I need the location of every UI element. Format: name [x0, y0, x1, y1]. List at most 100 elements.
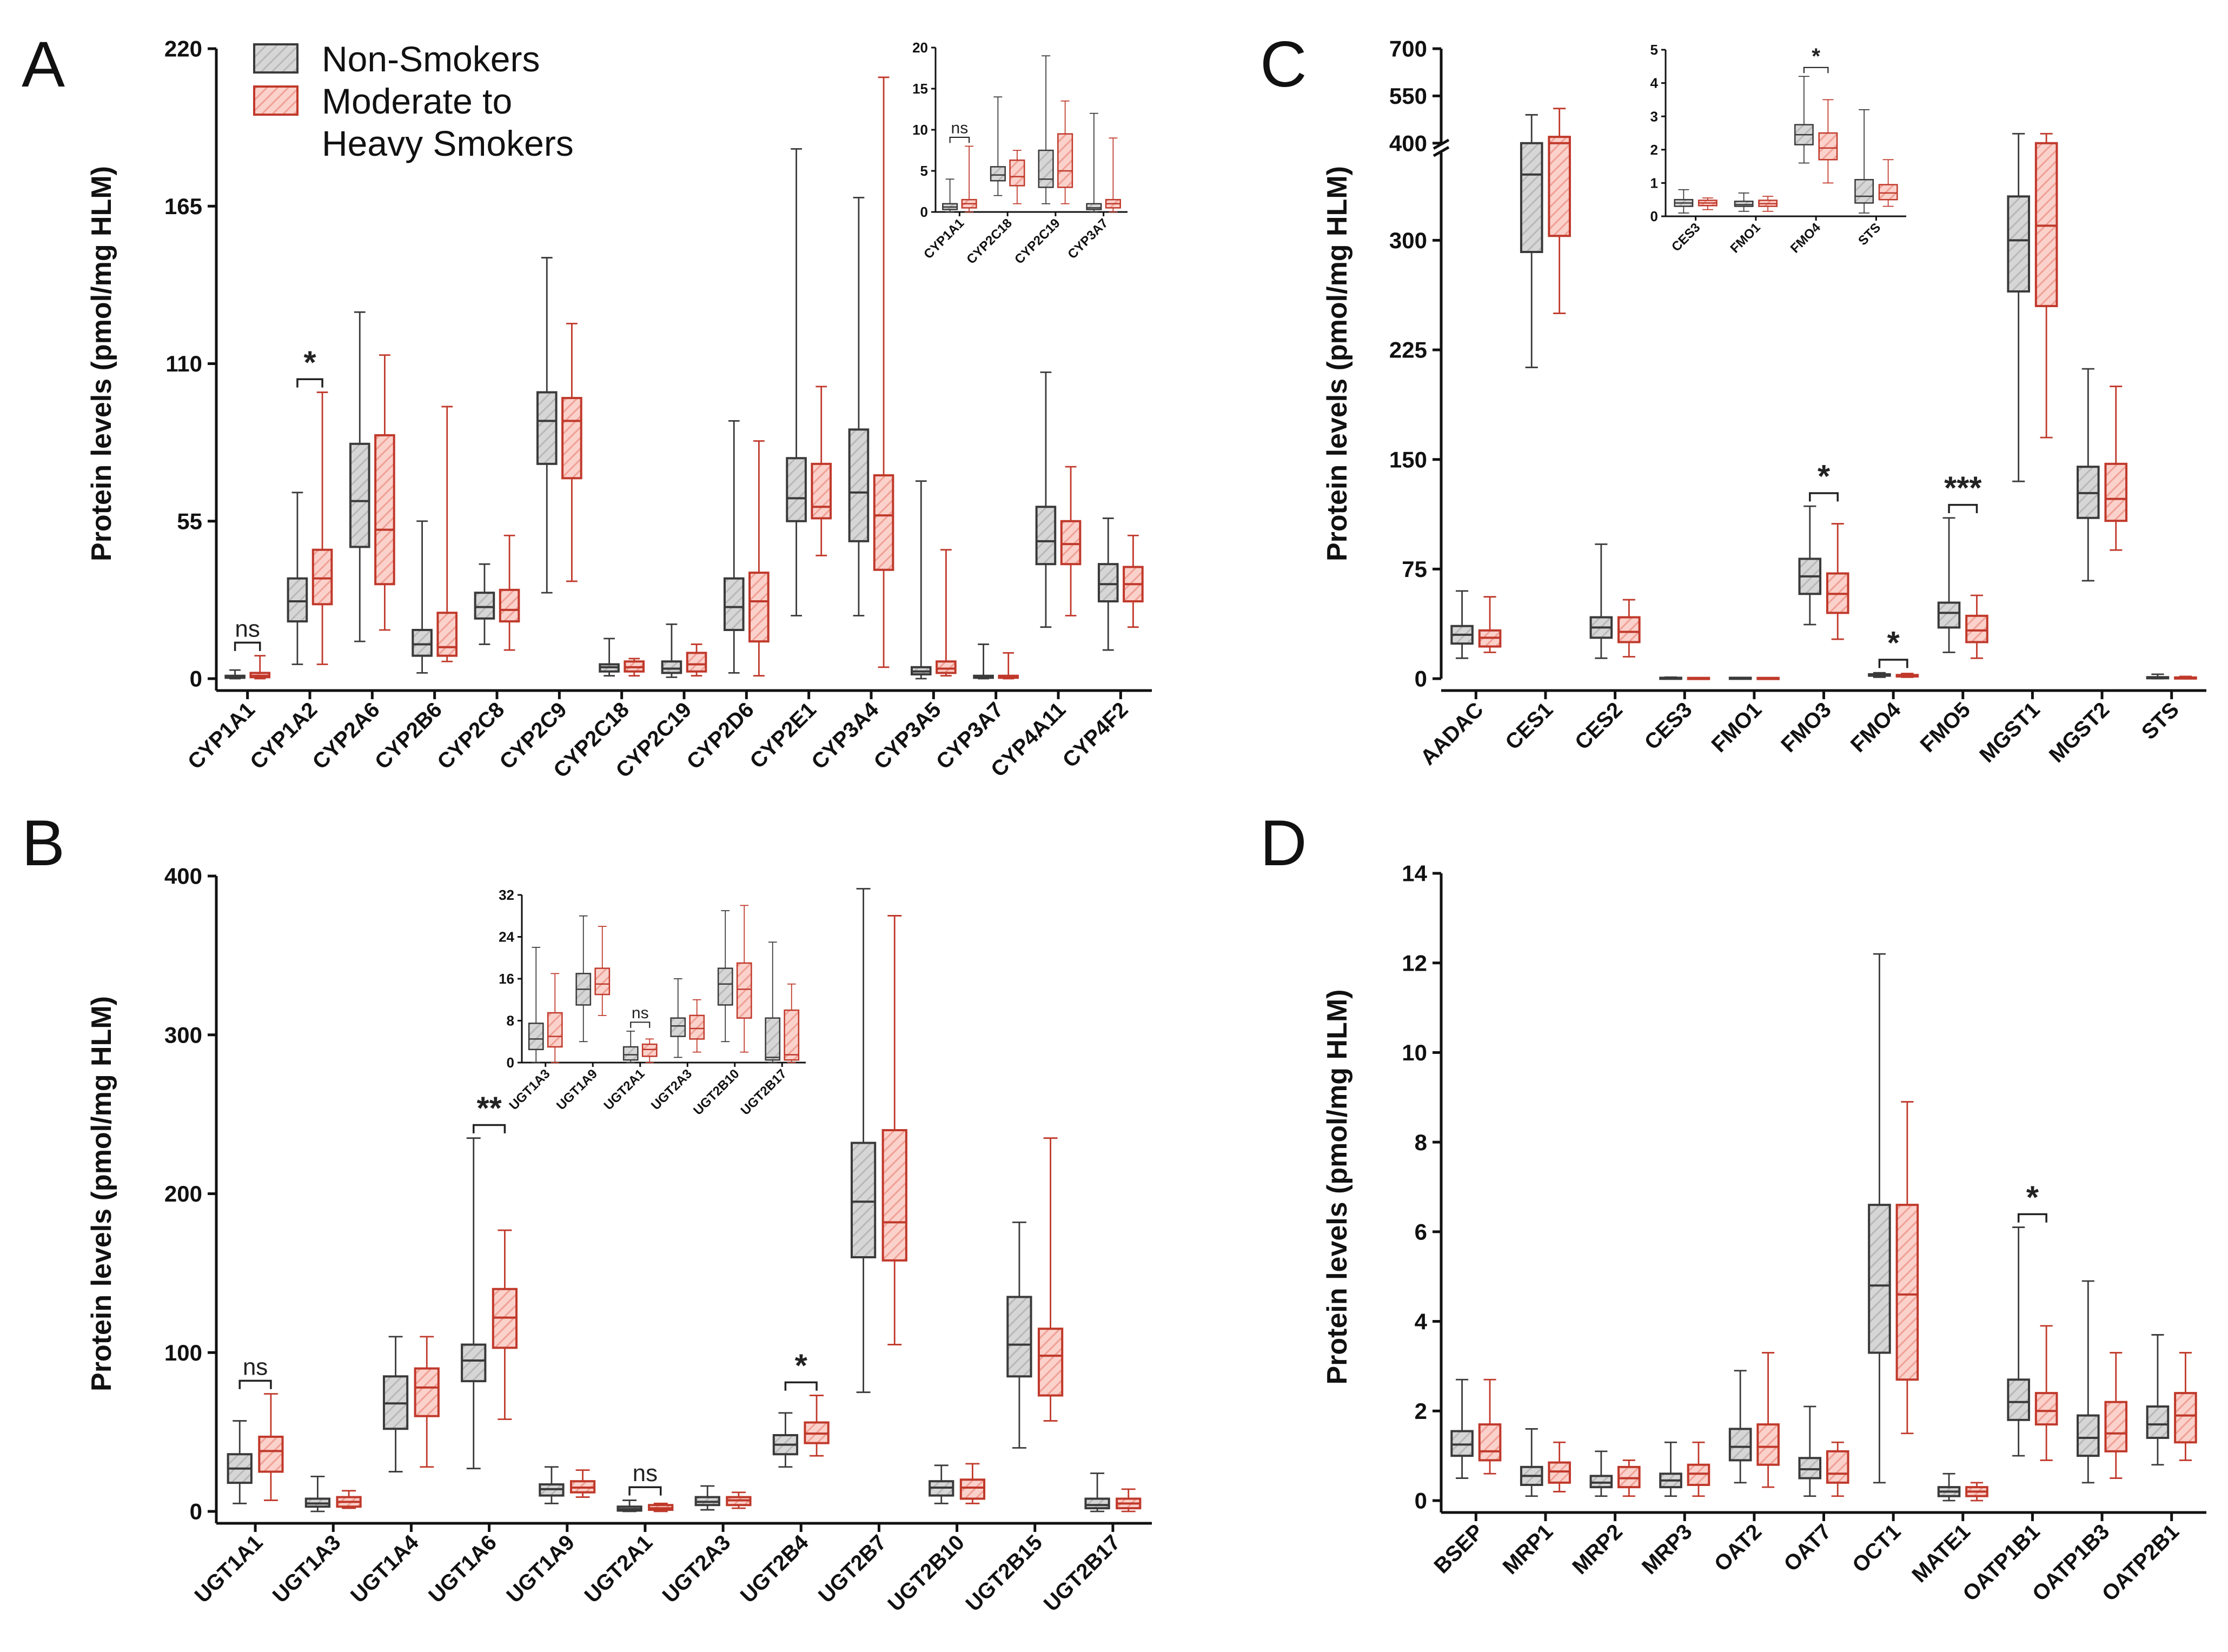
significance-bracket: [1878, 659, 1908, 668]
panel-c-inset-box-nonsmokers-ces3: [1674, 189, 1694, 214]
box-iqr: [1937, 601, 1961, 629]
box-iqr: [670, 1017, 686, 1037]
significance-bracket: [1803, 67, 1829, 74]
box-iqr: [765, 1017, 781, 1061]
box-iqr: [748, 572, 770, 643]
box-iqr: [412, 628, 433, 657]
box-iqr: [2174, 1392, 2197, 1444]
panel-d-box-smokers-mrp1: [1548, 1441, 1571, 1492]
panel-c-ytick-label: 400: [1389, 130, 1427, 156]
panel-a-inset-category-label: CYP3A7: [1065, 216, 1111, 262]
panel-c-category-label: AADAC: [1416, 698, 1488, 769]
panel-b-category-label: UGT2B4: [736, 1530, 813, 1608]
panel-c-inset-category-label: CES3: [1669, 220, 1703, 254]
panel-d-box-nonsmokers-mate1: [1937, 1472, 1961, 1502]
panel-a-inset-ytick-label: 0: [920, 204, 928, 220]
panel-d-category-label: MRP2: [1568, 1520, 1627, 1579]
panel-a-box-smokers-cyp2c19: [686, 643, 707, 677]
box-iqr: [1895, 1204, 1919, 1381]
panel-a-category-label: CYP2C8: [433, 698, 509, 774]
legend-swatch-nonsmokers: [253, 43, 299, 74]
panel-b-inset-box-smokers-ugt1a9: [594, 926, 611, 1016]
panel-b-category-label: UGT1A6: [424, 1530, 501, 1608]
panel-b-box-nonsmokers-ugt2b10: [929, 1464, 954, 1504]
panel-b-box-nonsmokers-ugt2b4: [772, 1412, 799, 1468]
box-iqr: [594, 967, 611, 996]
legend-swatch-smokers: [253, 85, 299, 116]
panel-a-ytick-label: 55: [177, 508, 202, 534]
panel-c-inset-box-smokers-ces3: [1697, 197, 1718, 210]
legend-label-smokers-line2: Heavy Smokers: [322, 123, 574, 163]
panel-a-inset-box-nonsmokers-cyp2c18: [990, 96, 1006, 196]
panel-b-inset-significance-ugt2a1: ns: [630, 1004, 651, 1028]
panel-c-box-smokers-sts: [2174, 675, 2197, 680]
panel-d-box-smokers-mrp3: [1687, 1441, 1710, 1497]
panel-c-box-nonsmokers-fmo5: [1937, 517, 1961, 653]
panel-b-box-smokers-ugt2b17: [1116, 1488, 1142, 1512]
box-iqr: [1854, 178, 1874, 204]
panel-a-inset-ytick-label: 5: [920, 163, 928, 179]
panel-b-inset: 0 8 16 24 32 UGT1A3 UGT1A9 UGT2A1 UGT2A3UGT2B10U…: [499, 887, 806, 1118]
panel-c-box-smokers-fmo5: [1965, 594, 1988, 659]
panel-b-category-label: UGT2B17: [1039, 1530, 1125, 1616]
panel-d-box-nonsmokers-oatp2b1: [2146, 1334, 2170, 1466]
panel-b-inset-category-label: UGT2A1: [601, 1066, 648, 1113]
panel-c-box-nonsmokers-sts: [2146, 673, 2170, 680]
panel-b-box-nonsmokers-ugt2b15: [1006, 1221, 1032, 1449]
panel-c-inset-box-nonsmokers-fmo4: [1794, 76, 1814, 164]
box-iqr: [622, 1046, 639, 1061]
panel-d-box-smokers-oatp1b1: [2034, 1325, 2058, 1461]
panel-b-inset-category-label: UGT2B10: [691, 1066, 742, 1118]
panel-c-category-label: FMO4: [1846, 698, 1906, 757]
box-iqr: [689, 1014, 705, 1040]
panel-d-ytick-label: 12: [1402, 950, 1427, 976]
panel-a-box-nonsmokers-cyp2c18: [599, 638, 620, 677]
significance-label: ns: [951, 119, 969, 137]
significance-label: *: [303, 344, 316, 380]
panel-d-box-smokers-oatp2b1: [2174, 1352, 2197, 1461]
significance-label: ns: [235, 615, 260, 642]
box-iqr: [1006, 1296, 1032, 1378]
panel-b-inset-box-smokers-ugt2b17: [784, 983, 800, 1063]
panel-a-box-nonsmokers-cyp3a7: [973, 643, 994, 680]
panel-b-inset-category-label: UGT1A9: [554, 1066, 600, 1113]
significance-label: ns: [243, 1354, 268, 1380]
panel-a-inset-box-smokers-cyp2c19: [1057, 100, 1073, 204]
panel-a-box-nonsmokers-cyp2c9: [536, 257, 558, 594]
panel-letter-d: D: [1260, 807, 1307, 879]
panel-c-box-nonsmokers-fmo1: [1728, 676, 1752, 680]
significance-label: ns: [632, 1004, 649, 1022]
box-iqr: [436, 612, 458, 657]
panel-a-box-smokers-cyp3a4: [873, 76, 894, 668]
panel-d-category-label: MATE1: [1907, 1520, 1975, 1587]
panel-a-inset-box-nonsmokers-cyp3a7: [1086, 112, 1102, 213]
panel-b-box-smokers-ugt2b4: [804, 1395, 830, 1457]
box-iqr: [1520, 142, 1543, 253]
box-iqr: [1589, 1475, 1613, 1489]
panel-c-inset-ytick-label: 3: [1650, 108, 1658, 124]
panel-a-box-nonsmokers-cyp3a5: [910, 480, 932, 680]
panel-b-inset-category-label: UGT2B17: [738, 1066, 790, 1118]
significance-label: *: [1818, 458, 1831, 494]
panel-b: B Protein levels (pmol/mg HLM) 0 100 200 300 4…: [22, 807, 1152, 1616]
box-iqr: [661, 660, 682, 674]
box-iqr: [1037, 1328, 1064, 1397]
box-iqr: [499, 588, 520, 623]
panel-c-box-smokers-mgst2: [2104, 386, 2128, 551]
panel-c-category-label: FMO3: [1776, 698, 1836, 757]
panel-b-box-nonsmokers-ugt2b7: [850, 888, 877, 1394]
panel-d-ytick-label: 4: [1415, 1309, 1428, 1334]
panel-b-box-smokers-ugt2a1: [648, 1502, 674, 1512]
box-iqr: [811, 462, 832, 520]
panel-b-box-smokers-ugt1a4: [414, 1336, 440, 1468]
panel-c-inset-significance-fmo4: *: [1803, 43, 1829, 74]
panel-d-box-smokers-oat7: [1826, 1441, 1849, 1497]
panel-a-category-label: CYP2D6: [682, 698, 759, 774]
box-iqr: [1450, 1430, 1474, 1457]
panel-b-box-smokers-ugt1a3: [336, 1490, 362, 1509]
box-iqr: [2077, 1414, 2100, 1457]
box-iqr: [881, 1129, 907, 1262]
panel-a-category-label: CYP1A1: [183, 698, 260, 774]
panel-a-box-smokers-cyp2c18: [624, 658, 645, 677]
panel-c-inset: 0 1 2 3 4 5 CES3 FMO1 FMO4 STS *: [1650, 42, 1906, 256]
